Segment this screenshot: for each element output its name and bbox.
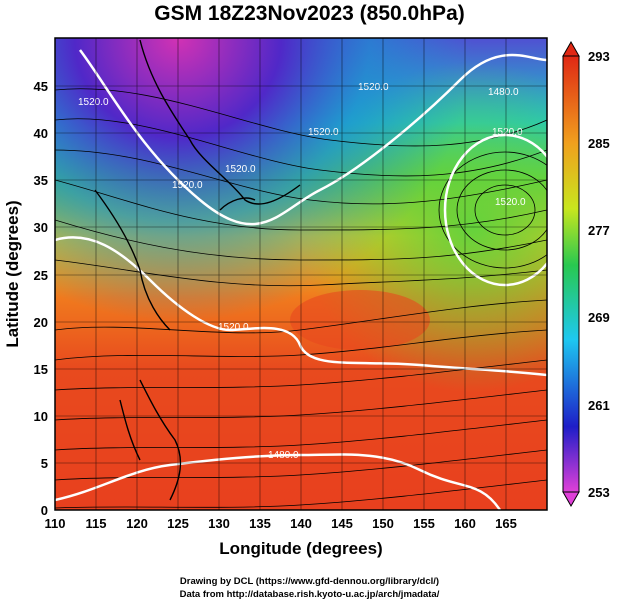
contour-label: 1520.0 — [308, 127, 339, 138]
colorbar-scale — [562, 55, 580, 493]
y-tick-label: 25 — [34, 268, 48, 283]
contour-label: 1520.0 — [358, 82, 389, 93]
colorbar-label: 277 — [588, 223, 610, 238]
y-tick-label: 10 — [34, 409, 48, 424]
x-axis-title: Longitude (degrees) — [219, 539, 382, 558]
colorbar-label: 253 — [588, 485, 610, 500]
contour-label: 1520.0 — [172, 180, 203, 191]
x-tick-label: 140 — [290, 516, 312, 531]
x-axis: 110 115 120 125 130 135 140 145 150 155 … — [45, 516, 517, 558]
colorbar-min-arrow — [562, 491, 580, 508]
y-axis-title: Latitude (degrees) — [3, 200, 22, 347]
y-tick-label: 5 — [41, 456, 48, 471]
y-axis: 0 5 10 15 20 25 30 35 40 45 Latitude (de… — [3, 79, 48, 518]
y-tick-label: 15 — [34, 362, 48, 377]
x-tick-label: 165 — [495, 516, 517, 531]
plot-frame — [54, 37, 548, 511]
colorbar-label: 293 — [588, 49, 610, 64]
y-tick-label: 45 — [34, 79, 48, 94]
y-tick-label: 20 — [34, 315, 48, 330]
wind-streamlines — [55, 88, 547, 509]
contour-label: 1520.0 — [225, 164, 256, 175]
colorbar: 293 285 277 269 261 253 — [562, 40, 610, 508]
temperature-field: 1520.0 1520.0 1520.0 1520.0 1520.0 1520.… — [55, 38, 547, 510]
contour-label: 1520.0 — [78, 97, 109, 108]
x-tick-label: 160 — [454, 516, 476, 531]
coastlines — [94, 39, 301, 501]
x-tick-label: 145 — [331, 516, 353, 531]
chart-title: GSM 18Z23Nov2023 (850.0hPa) — [154, 2, 465, 25]
x-tick-label: 120 — [126, 516, 148, 531]
colorbar-label: 261 — [588, 398, 610, 413]
contour-label: 1520.0 — [218, 322, 249, 333]
y-tick-label: 30 — [34, 220, 48, 235]
x-tick-label: 155 — [413, 516, 435, 531]
x-tick-label: 130 — [208, 516, 230, 531]
x-tick-label: 135 — [249, 516, 271, 531]
x-tick-label: 150 — [372, 516, 394, 531]
y-tick-label: 0 — [41, 503, 48, 518]
y-tick-label: 35 — [34, 173, 48, 188]
graticule — [55, 38, 547, 510]
credit-line: Data from http://database.rish.kyoto-u.a… — [179, 589, 440, 600]
contour-label: 1480.0 — [488, 87, 519, 98]
x-tick-label: 115 — [86, 516, 107, 531]
credit-line: Drawing by DCL (https://www.gfd-dennou.o… — [179, 576, 440, 587]
y-tick-label: 40 — [34, 126, 48, 141]
colorbar-label: 269 — [588, 310, 610, 325]
colorbar-max-arrow — [562, 40, 580, 57]
contour-label: 1520.0 — [492, 127, 523, 138]
contour-label: 1520.0 — [495, 197, 526, 208]
x-tick-label: 110 — [45, 516, 66, 531]
x-tick-label: 125 — [167, 516, 189, 531]
contour-label: 1480.0 — [268, 450, 299, 461]
colorbar-label: 285 — [588, 136, 610, 151]
